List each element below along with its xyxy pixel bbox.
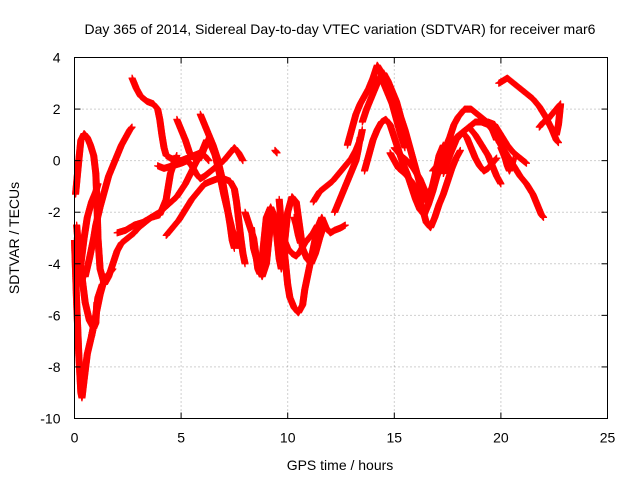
data-point	[128, 123, 136, 131]
grid-lines	[74, 57, 608, 419]
data-point	[94, 180, 102, 188]
data-points	[71, 61, 565, 402]
data-point	[205, 157, 213, 165]
chart-title: Day 365 of 2014, Sidereal Day-to-day VTE…	[85, 21, 596, 37]
data-point	[239, 157, 247, 165]
data-point	[109, 265, 117, 273]
data-point	[241, 260, 249, 268]
